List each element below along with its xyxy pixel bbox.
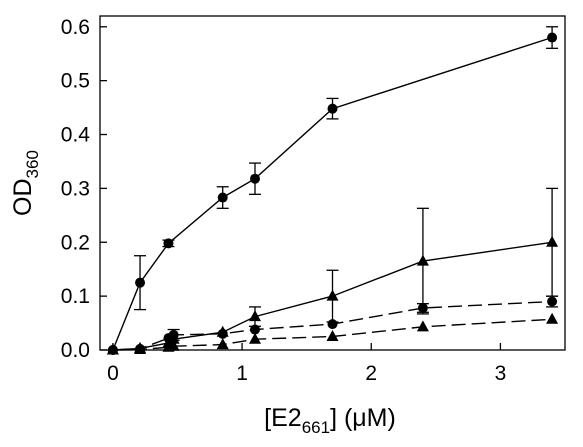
x-tick-label: 3	[495, 362, 507, 385]
data-point-circle	[217, 192, 228, 203]
data-point-triangle	[326, 289, 339, 301]
data-point-circle	[217, 328, 228, 339]
data-point-triangle	[249, 332, 261, 344]
series-4	[106, 312, 559, 355]
x-tick-label: 2	[365, 362, 377, 385]
x-tick-label: 0	[107, 362, 119, 385]
data-point-triangle	[134, 342, 147, 354]
y-axis-title: OD360	[9, 150, 42, 216]
y-tick-label: 0.5	[61, 70, 90, 93]
data-point-circle	[250, 324, 260, 335]
y-tick-label: 0.3	[61, 177, 90, 200]
data-point-circle	[135, 277, 146, 288]
data-point-circle	[327, 103, 338, 114]
y-tick-label: 0.6	[61, 16, 90, 39]
data-point-circle	[250, 173, 260, 184]
data-point-triangle	[167, 339, 180, 351]
x-axis-title: [E2661] (μM)	[264, 404, 396, 437]
data-point-circle	[327, 319, 338, 330]
data-point-triangle	[416, 320, 429, 332]
data-point-triangle	[546, 312, 559, 324]
y-tick-label: 0.4	[61, 124, 91, 147]
data-point-circle	[168, 329, 179, 340]
data-point-triangle	[216, 338, 229, 350]
data-point-circle	[547, 296, 558, 307]
x-axis-title-sub: 661	[302, 418, 330, 437]
data-point-triangle	[546, 235, 559, 247]
y-tick-label: 0.1	[61, 285, 90, 308]
data-point-circle	[163, 238, 174, 249]
data-point-triangle	[106, 343, 119, 355]
y-tick-label: 0.0	[61, 339, 90, 362]
x-axis-title-tail: ] (μM)	[330, 404, 396, 432]
x-tick-label: 1	[236, 362, 248, 385]
data-point-circle	[547, 32, 558, 43]
y-axis: 0.0 0.1 0.2 0.3 0.4 0.5 0.6	[61, 16, 107, 362]
data-point-triangle	[416, 254, 429, 266]
data-point-circle	[417, 302, 428, 313]
data-point-triangle	[249, 310, 261, 322]
series-layer	[106, 26, 559, 355]
y-axis-title-main: OD	[9, 178, 37, 216]
data-point-triangle	[326, 330, 339, 342]
plot-area-frame	[99, 15, 566, 351]
x-axis-title-main: [E2	[264, 404, 302, 432]
y-axis-title-sub: 360	[23, 150, 42, 178]
y-tick-label: 0.2	[61, 231, 90, 254]
